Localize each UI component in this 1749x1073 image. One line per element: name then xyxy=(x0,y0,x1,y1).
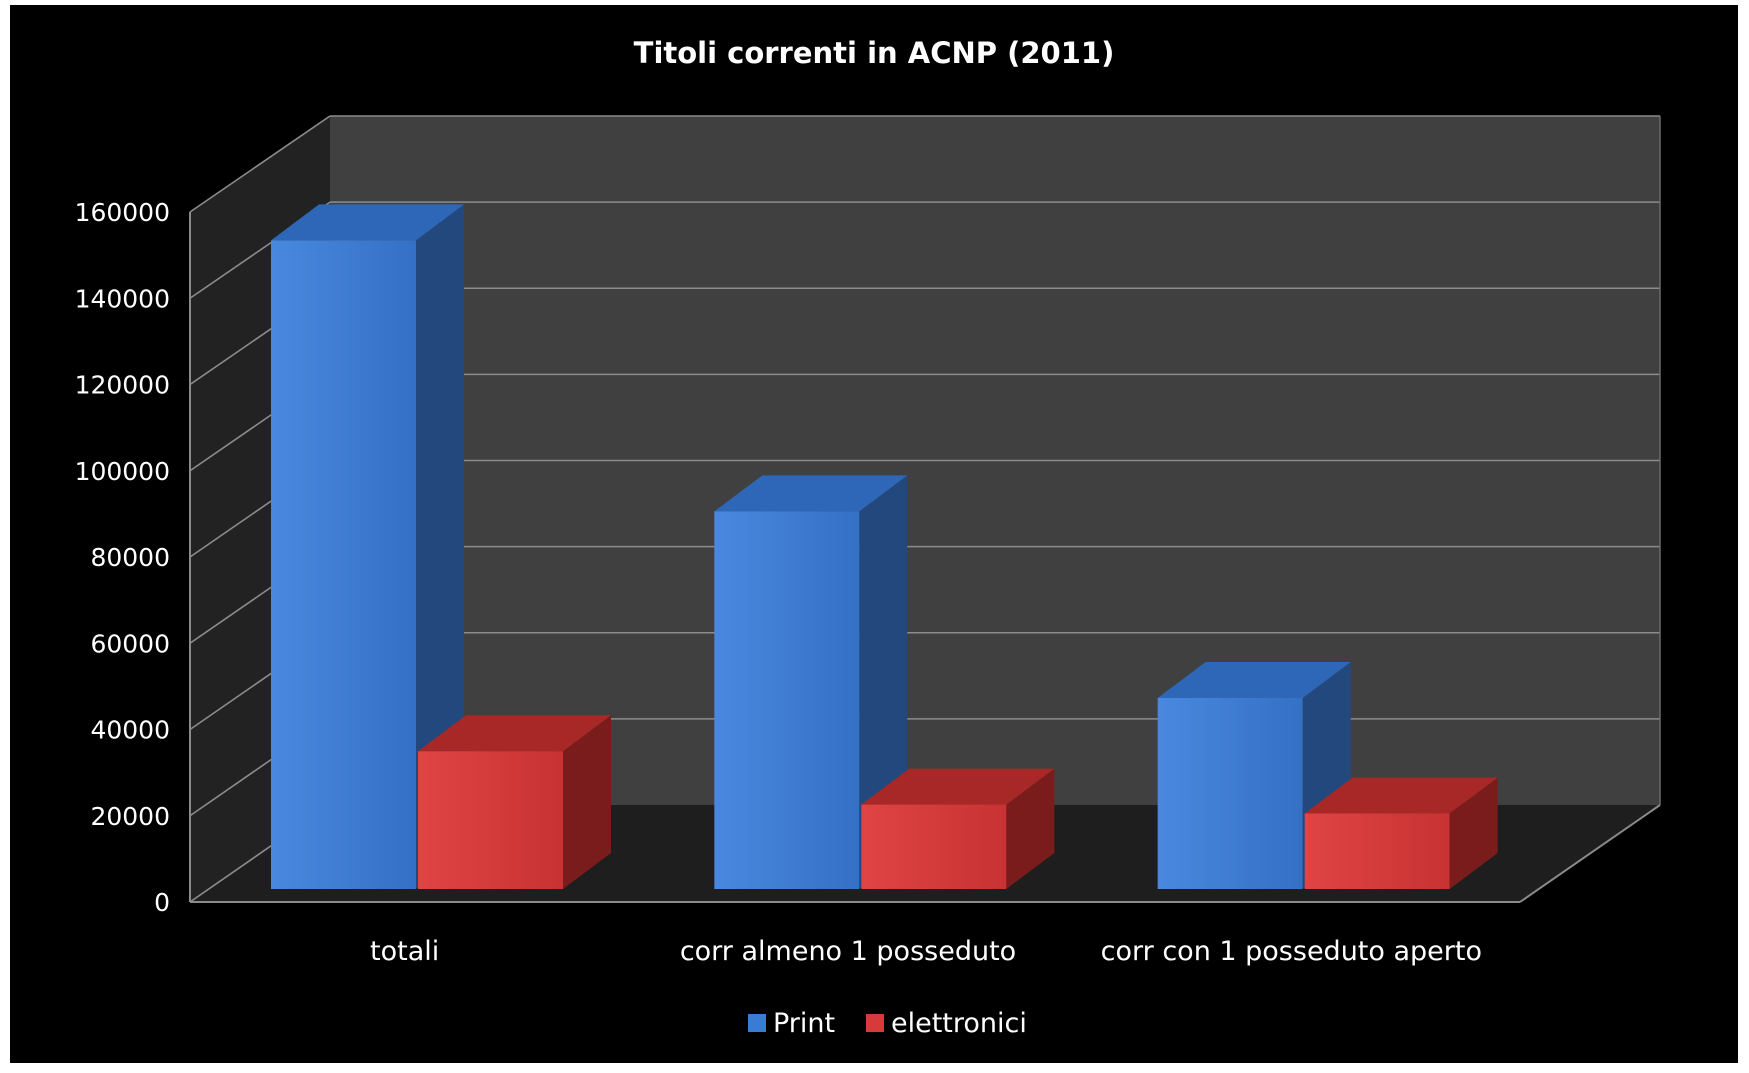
legend-label-elettronici: elettronici xyxy=(891,1008,1027,1039)
y-tick-label: 80000 xyxy=(90,543,170,572)
x-tick-label: corr con 1 posseduto aperto xyxy=(1101,936,1482,967)
y-tick-label: 160000 xyxy=(75,198,170,227)
x-tick-label: corr almeno 1 posseduto xyxy=(680,936,1016,967)
chart-frame: Titoli correnti in ACNP (2011) 0 20000 4… xyxy=(10,5,1738,1063)
bar-front-face xyxy=(714,511,860,889)
gridline-diagonal xyxy=(189,115,331,213)
bar-top-face xyxy=(1157,661,1351,698)
bar-front-face xyxy=(1157,697,1303,889)
y-axis: 0 20000 40000 60000 80000 100000 120000 … xyxy=(75,198,170,917)
floor-right-edge xyxy=(1519,804,1661,903)
legend-label-print: Print xyxy=(773,1008,835,1039)
y-tick-label: 20000 xyxy=(90,802,170,831)
bar-print-1 xyxy=(714,475,908,889)
legend-item-elettronici: elettronici xyxy=(866,1008,1027,1039)
chart-title: Titoli correnti in ACNP (2011) xyxy=(634,36,1115,70)
y-tick-label: 120000 xyxy=(75,371,170,400)
bar-elettronici-1 xyxy=(861,768,1055,889)
bar-front-face xyxy=(418,751,563,889)
bar-side-face xyxy=(1006,768,1055,889)
legend-swatch-elettronici xyxy=(866,1014,884,1032)
bar-print-2 xyxy=(1157,661,1351,889)
bar-side-face xyxy=(416,204,464,889)
bar-front-face xyxy=(1304,813,1450,889)
bar-side-face xyxy=(1449,777,1498,889)
bar-elettronici-2 xyxy=(1304,777,1498,889)
bar-top-face xyxy=(1304,777,1498,814)
legend-item-print: Print xyxy=(748,1008,835,1039)
bar-front-face xyxy=(861,804,1007,889)
y-tick-label: 0 xyxy=(154,888,170,917)
y-tick-label: 60000 xyxy=(90,629,170,658)
bar-elettronici-0 xyxy=(418,715,611,889)
x-tick-label: totali xyxy=(370,936,439,967)
bar-print-0 xyxy=(271,204,464,889)
chart-svg: Titoli correnti in ACNP (2011) 0 20000 4… xyxy=(75,36,1661,1039)
bar-top-face xyxy=(861,768,1055,805)
y-tick-label: 140000 xyxy=(75,284,170,313)
bar-top-face xyxy=(714,475,908,512)
bar-top-face xyxy=(271,204,464,241)
bar-side-face xyxy=(563,715,611,889)
y-tick-label: 100000 xyxy=(75,457,170,486)
legend: Print elettronici xyxy=(748,1008,1027,1039)
bars xyxy=(271,204,1498,889)
legend-swatch-print xyxy=(748,1014,766,1032)
y-tick-label: 40000 xyxy=(90,716,170,745)
bar-front-face xyxy=(271,240,416,889)
bar-top-face xyxy=(418,715,611,752)
x-axis: totali corr almeno 1 posseduto corr con … xyxy=(370,936,1482,967)
